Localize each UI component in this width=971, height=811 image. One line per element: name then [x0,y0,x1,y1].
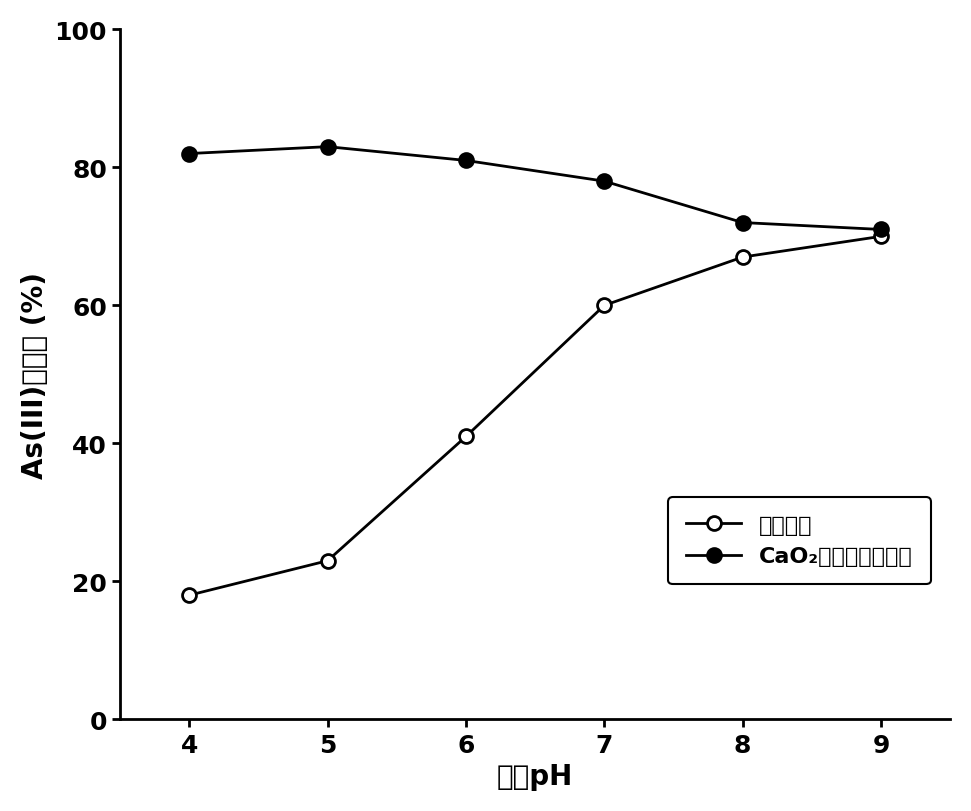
X-axis label: 溶液pH: 溶液pH [497,762,573,790]
Legend: 直接混凝, CaO₂预氧化强化混凝: 直接混凝, CaO₂预氧化强化混凝 [668,498,931,585]
Y-axis label: As(III)去除率 (%): As(III)去除率 (%) [20,272,49,478]
